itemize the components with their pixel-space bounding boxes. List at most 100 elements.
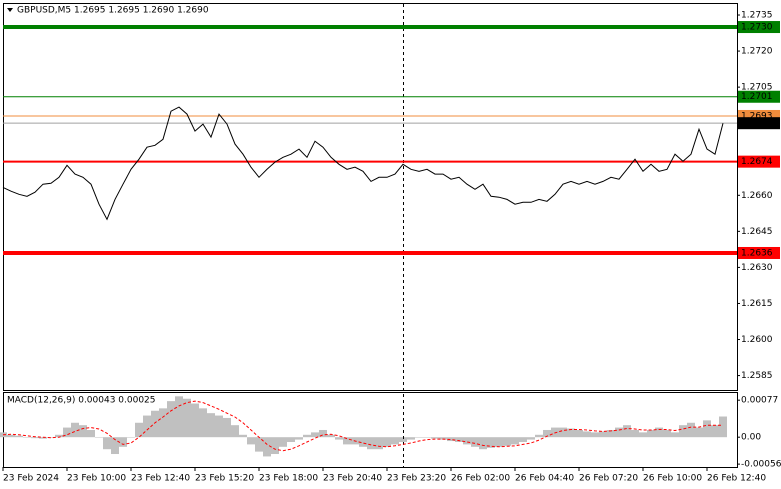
macd-bar [359,437,367,447]
level-label: 1.2690 [741,119,773,129]
y-tick-label: 1.2585 [741,371,773,381]
macd-bar [175,396,183,438]
macd-bar [479,437,487,450]
macd-bar [599,431,607,438]
macd-bar [663,429,671,438]
x-tick-label: 26 Feb 02:00 [451,474,510,484]
macd-bar [103,437,111,450]
y-tick-label: 0.00077 [741,396,778,406]
macd-bar [719,416,727,438]
menu-arrow [7,8,13,12]
macd-bar [143,415,151,438]
macd-bar [71,422,79,438]
macd-bar [511,437,519,445]
macd-bar [183,398,191,438]
y-tick-label: 1.2720 [741,47,773,57]
level-label: 1.2674 [741,157,773,167]
macd-bar [671,432,679,438]
macd-bar [455,437,463,442]
macd-bar [575,429,583,438]
macd-bar [535,434,543,438]
macd-bar [423,437,431,438]
level-label-box [738,246,780,259]
macd-bar [567,428,575,438]
x-tick-label: 23 Feb 23:20 [387,474,446,484]
macd-bar [695,427,703,438]
macd-bar [335,437,343,440]
macd-bar [447,437,455,442]
price-frame [3,3,738,391]
macd-bar [711,425,719,438]
macd-bar [495,437,503,447]
macd-bar [135,422,143,438]
macd-bar [415,437,423,438]
macd-bar [231,425,239,438]
macd-bar [151,410,159,438]
macd-bar [95,437,103,438]
macd-bar [375,437,383,450]
level-label-box [738,21,780,34]
macd-bar [15,435,23,438]
macd-bar [391,437,399,445]
macd-bar [39,437,47,439]
chart-title: GBPUSD,M5 1.2695 1.2695 1.2690 1.2690 [17,6,209,16]
level-label: 1.2693 [741,111,773,121]
macd-bar [247,437,255,445]
macd-bar [343,437,351,445]
macd-bar [127,437,135,438]
price-line [2,106,724,221]
macd-bar [399,437,407,442]
level-label-box [738,155,780,168]
x-tick-label: 26 Feb 12:40 [707,474,766,484]
macd-bar [87,429,95,438]
macd-bar [255,437,263,452]
macd-bar [111,437,119,455]
macd-bar [199,408,207,438]
macd-bar [407,437,415,440]
macd-bar [327,434,335,438]
macd-bar [703,420,711,438]
macd-bar [503,437,511,446]
macd-bar [55,434,63,438]
macd-bar [207,413,215,438]
macd-bar [279,437,287,447]
macd-bar [79,425,87,438]
macd-bar [631,429,639,438]
macd-title: MACD(12,26,9) 0.00043 0.00025 [7,396,156,406]
level-label: 1.2701 [741,92,773,102]
macd-bar [623,425,631,438]
macd-bar [679,425,687,438]
x-tick-label: 23 Feb 18:00 [259,474,318,484]
macd-bar [167,401,175,438]
x-tick-label: 23 Feb 12:40 [131,474,190,484]
macd-bar [487,437,495,448]
macd-bar [463,437,471,445]
macd-bar [159,408,167,438]
macd-bar [287,437,295,442]
macd-bar [687,422,695,438]
macd-bar [519,437,527,442]
y-tick-label: 1.2705 [741,83,773,93]
macd-bar [311,432,319,438]
y-tick-label: 1.2630 [741,263,773,273]
x-tick-label: 26 Feb 10:00 [643,474,702,484]
macd-bar [23,437,31,438]
macd-frame [3,392,738,468]
macd-bar [7,434,15,438]
level-label-box [738,117,780,130]
signal-line [2,400,723,452]
macd-bar [239,434,247,438]
macd-bar [31,437,39,439]
x-tick-label: 23 Feb 20:40 [323,474,382,484]
macd-bar [223,417,231,438]
level-label: 1.2730 [741,23,773,33]
macd-bar [47,437,55,438]
y-tick-label: 1.2735 [741,11,773,21]
macd-bar [63,427,71,438]
macd-bar [591,432,599,438]
x-tick-label: 23 Feb 10:00 [67,474,126,484]
macd-bar [559,427,567,438]
macd-bar [431,437,439,439]
macd-bar [647,429,655,438]
